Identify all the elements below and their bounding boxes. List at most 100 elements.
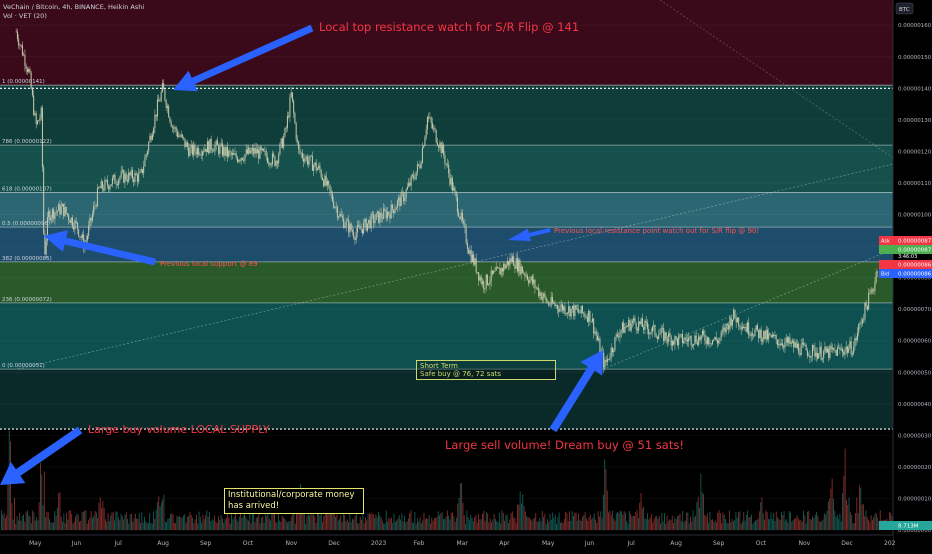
volume-bar — [614, 520, 616, 530]
candle-body — [141, 169, 143, 174]
candle-body — [784, 341, 786, 348]
volume-bar — [488, 522, 490, 530]
candle-body — [574, 305, 576, 317]
candle-body — [285, 127, 287, 129]
volume-bar — [861, 504, 863, 530]
volume-bar — [202, 514, 204, 530]
candle-body — [550, 296, 552, 306]
volume-bar — [794, 518, 795, 530]
volume-bar — [541, 510, 543, 530]
volume-bar — [71, 514, 73, 530]
time-tick-3: Aug — [157, 540, 169, 547]
candle-body — [635, 322, 637, 330]
candle-body — [259, 146, 261, 159]
volume-bar — [378, 512, 379, 530]
candle-body — [853, 346, 855, 354]
candle-body — [271, 153, 273, 165]
candle-body — [724, 327, 726, 333]
candle-body — [691, 345, 693, 347]
volume-bar — [531, 520, 533, 530]
institutional-note: Institutional/corporate money has arrive… — [224, 488, 364, 514]
candle-body — [773, 334, 775, 337]
volume-bar — [591, 519, 593, 530]
volume-bar — [108, 521, 110, 530]
volume-bar — [329, 508, 331, 530]
volume-bar — [688, 523, 690, 530]
candle-body — [351, 230, 353, 233]
volume-bar — [280, 521, 282, 530]
volume-bar — [92, 517, 93, 530]
candle-body — [450, 178, 452, 185]
candle-body — [318, 165, 320, 169]
institutional-line-2: has arrived! — [228, 500, 280, 511]
volume-bar — [289, 521, 291, 530]
volume-bar — [157, 502, 158, 530]
candle-body — [421, 147, 423, 163]
volume-bar — [748, 517, 750, 530]
volume-bar — [112, 512, 114, 530]
fib-label-6: 0 (0.00000051) — [2, 363, 45, 369]
volume-bar — [374, 517, 375, 530]
volume-bar — [313, 513, 314, 530]
volume-bar — [404, 515, 405, 530]
candle-body — [638, 321, 640, 331]
volume-bar — [389, 519, 391, 530]
time-tick-17: Oct — [756, 540, 767, 547]
candle-body — [255, 147, 257, 154]
candle-body — [441, 144, 443, 154]
volume-bar — [461, 483, 463, 530]
volume-bar — [250, 523, 252, 530]
volume-bar — [807, 511, 808, 530]
volume-bar — [596, 522, 598, 530]
candle-body — [188, 147, 190, 156]
candle-body — [410, 175, 412, 186]
volume-bar — [820, 521, 821, 530]
volume-bar — [85, 510, 87, 530]
volume-bar — [281, 515, 283, 530]
volume-bar — [296, 509, 297, 530]
volume-bar — [483, 510, 485, 530]
volume-bar — [700, 473, 702, 530]
volume-bar — [77, 514, 79, 530]
candle-body — [401, 192, 403, 193]
candle-body — [135, 173, 137, 176]
volume-bar — [164, 521, 166, 530]
candle-body — [788, 337, 790, 343]
candle-body — [379, 212, 381, 223]
volume-bar — [409, 513, 411, 530]
volume-bar — [305, 523, 307, 530]
candle-body — [303, 158, 305, 162]
candle-body — [821, 358, 823, 360]
time-tick-13: Jun — [584, 540, 595, 547]
volume-bar — [752, 523, 754, 530]
volume-bar — [495, 519, 496, 530]
volume-bar — [671, 515, 673, 530]
volume-bar — [453, 516, 455, 530]
volume-bar — [392, 522, 394, 530]
candle-body — [279, 143, 281, 155]
candle-body — [248, 147, 250, 154]
candle-body — [330, 190, 332, 194]
candle-body — [846, 346, 848, 353]
candle-body — [515, 258, 517, 269]
volume-bar — [658, 515, 660, 530]
volume-bar — [249, 511, 251, 530]
candle-body — [373, 214, 375, 224]
volume-bar — [258, 512, 260, 530]
volume-bar — [532, 518, 534, 530]
candle-body — [80, 236, 82, 238]
candle-body — [738, 317, 740, 326]
candle-body — [739, 325, 741, 327]
volume-bar — [426, 518, 427, 530]
volume-bar — [125, 512, 127, 530]
volume-bar — [817, 515, 819, 530]
fib-zone-6 — [0, 302, 893, 370]
volume-bar — [124, 514, 126, 530]
volume-bar — [519, 491, 521, 530]
candle-body — [476, 272, 478, 274]
volume-bar — [120, 513, 122, 530]
time-tick-1: Jun — [71, 540, 82, 547]
volume-bar — [729, 510, 730, 530]
